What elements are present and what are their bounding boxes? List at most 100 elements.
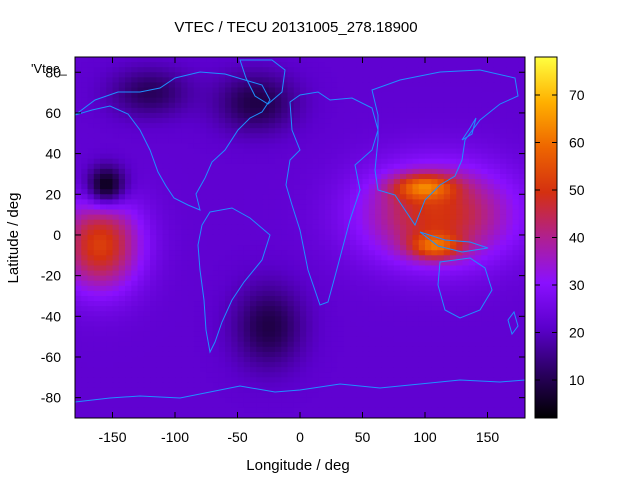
heatmap-cell	[125, 331, 132, 338]
heatmap-cell	[137, 87, 145, 94]
heatmap-cell	[237, 321, 245, 328]
heatmap-cell	[337, 290, 345, 297]
heatmap-cell	[512, 194, 520, 200]
heatmap-cell	[106, 367, 114, 373]
heatmap-cell	[106, 62, 114, 68]
heatmap-cell	[300, 158, 307, 165]
heatmap-cell	[487, 224, 495, 231]
heatmap-cell	[375, 351, 382, 358]
heatmap-cell	[331, 214, 339, 221]
heatmap-cell	[187, 250, 195, 256]
heatmap-cell	[231, 128, 239, 134]
heatmap-cell	[493, 189, 501, 195]
heatmap-cell	[106, 133, 114, 139]
heatmap-cell	[75, 265, 82, 272]
heatmap-cell	[331, 184, 339, 190]
heatmap-cell	[125, 199, 132, 206]
heatmap-cell	[375, 77, 382, 84]
heatmap-cell	[475, 199, 482, 206]
heatmap-cell	[106, 270, 114, 277]
heatmap-cell	[425, 234, 432, 241]
heatmap-cell	[262, 173, 270, 180]
heatmap-cell	[412, 270, 420, 277]
heatmap-cell	[300, 57, 307, 63]
heatmap-cell	[75, 275, 82, 282]
heatmap-cell	[506, 67, 514, 73]
heatmap-cell	[156, 173, 164, 180]
heatmap-cell	[475, 326, 482, 333]
heatmap-cell	[506, 229, 514, 236]
heatmap-cell	[256, 77, 264, 84]
heatmap-cell	[431, 219, 439, 226]
heatmap-cell	[512, 214, 520, 221]
heatmap-cell	[368, 214, 376, 221]
heatmap-cell	[337, 356, 345, 363]
heatmap-cell	[381, 336, 389, 343]
heatmap-cell	[137, 168, 145, 175]
heatmap-cell	[75, 92, 82, 99]
heatmap-cell	[437, 138, 445, 145]
heatmap-cell	[375, 362, 382, 368]
heatmap-cell	[487, 87, 495, 94]
heatmap-cell	[468, 311, 476, 317]
heatmap-cell	[318, 351, 326, 358]
heatmap-cell	[437, 224, 445, 231]
heatmap-cell	[193, 362, 201, 368]
heatmap-cell	[481, 133, 489, 139]
heatmap-cell	[156, 356, 164, 363]
heatmap-cell	[306, 128, 314, 134]
heatmap-cell	[468, 397, 476, 404]
heatmap-cell	[112, 372, 120, 378]
heatmap-cell	[100, 351, 107, 358]
heatmap-cell	[243, 234, 251, 241]
heatmap-cell	[143, 138, 151, 145]
heatmap-cell	[325, 280, 332, 287]
heatmap-cell	[168, 351, 176, 358]
heatmap-cell	[262, 118, 270, 124]
heatmap-cell	[312, 138, 320, 145]
heatmap-cell	[518, 112, 525, 119]
heatmap-cell	[218, 179, 226, 185]
heatmap-cell	[462, 112, 470, 119]
heatmap-cell	[468, 163, 476, 170]
heatmap-cell	[518, 229, 525, 236]
heatmap-cell	[218, 331, 226, 338]
heatmap-cell	[493, 321, 501, 328]
heatmap-cell	[456, 316, 464, 322]
chart-title: VTEC / TECU 20131005_278.18900	[174, 19, 417, 36]
heatmap-cell	[400, 321, 407, 328]
heatmap-cell	[268, 351, 276, 358]
heatmap-cell	[325, 321, 332, 328]
heatmap-cell	[350, 82, 357, 89]
heatmap-cell	[362, 229, 370, 236]
heatmap-cell	[481, 397, 489, 404]
heatmap-cell	[331, 204, 339, 211]
heatmap-cell	[400, 179, 407, 185]
heatmap-cell	[487, 133, 495, 139]
heatmap-cell	[275, 275, 282, 282]
heatmap-cell	[212, 316, 220, 322]
heatmap-cell	[237, 372, 245, 378]
heatmap-cell	[462, 346, 470, 353]
heatmap-cell	[325, 112, 332, 119]
heatmap-cell	[243, 214, 251, 221]
heatmap-cell	[112, 204, 120, 211]
heatmap-cell	[81, 377, 89, 383]
heatmap-cell	[181, 62, 189, 68]
heatmap-cell	[131, 224, 139, 231]
heatmap-cell	[443, 311, 451, 317]
heatmap-cell	[87, 285, 95, 292]
heatmap-cell	[118, 173, 126, 180]
heatmap-cell	[387, 189, 395, 195]
heatmap-cell	[187, 77, 195, 84]
heatmap-cell	[218, 255, 226, 261]
heatmap-cell	[243, 295, 251, 302]
heatmap-cell	[81, 173, 89, 180]
heatmap-cell	[87, 270, 95, 277]
heatmap-cell	[456, 356, 464, 363]
heatmap-cell	[375, 138, 382, 145]
heatmap-cell	[168, 407, 176, 414]
heatmap-cell	[418, 275, 426, 282]
heatmap-cell	[443, 402, 451, 409]
heatmap-cell	[450, 214, 457, 221]
